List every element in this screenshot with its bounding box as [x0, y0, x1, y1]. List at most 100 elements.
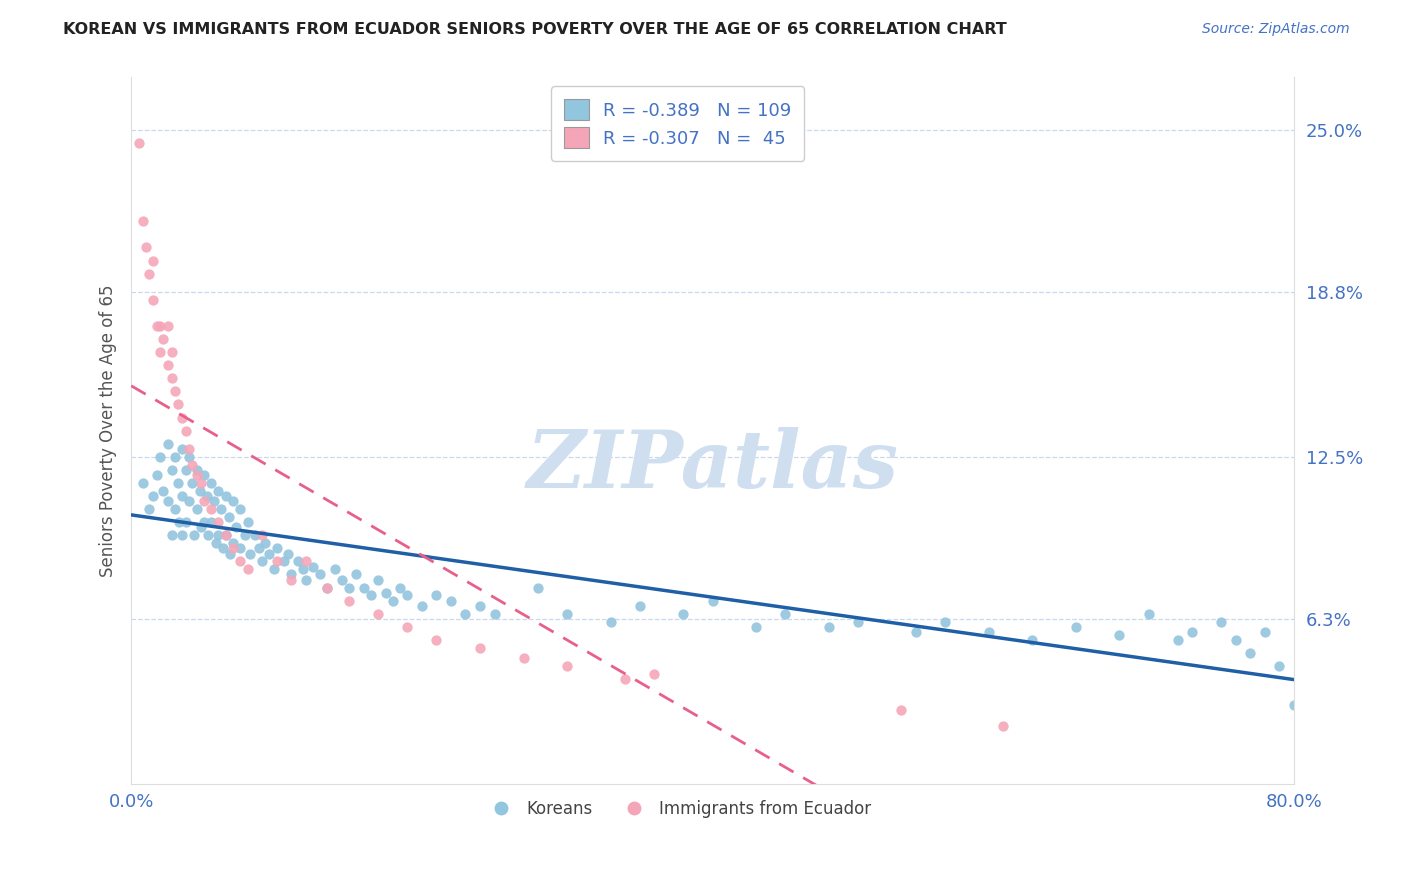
- Point: [207, 515, 229, 529]
- Point: [555, 659, 578, 673]
- Point: [239, 547, 262, 561]
- Point: [128, 136, 150, 150]
- Point: [367, 573, 389, 587]
- Point: [195, 489, 218, 503]
- Point: [1268, 659, 1291, 673]
- Point: [250, 554, 273, 568]
- Point: [186, 502, 208, 516]
- Point: [287, 554, 309, 568]
- Point: [193, 468, 215, 483]
- Point: [236, 562, 259, 576]
- Point: [176, 424, 198, 438]
- Point: [1181, 625, 1204, 640]
- Point: [163, 384, 186, 399]
- Point: [425, 632, 447, 647]
- Point: [215, 528, 238, 542]
- Point: [135, 240, 157, 254]
- Point: [179, 442, 201, 456]
- Point: [316, 581, 339, 595]
- Point: [454, 607, 477, 621]
- Point: [360, 588, 382, 602]
- Point: [207, 483, 229, 498]
- Point: [468, 640, 491, 655]
- Point: [291, 562, 314, 576]
- Point: [1108, 627, 1130, 641]
- Point: [211, 541, 233, 556]
- Point: [425, 588, 447, 602]
- Point: [160, 463, 183, 477]
- Point: [381, 593, 404, 607]
- Point: [263, 562, 285, 576]
- Point: [396, 620, 419, 634]
- Point: [219, 547, 242, 561]
- Point: [527, 581, 550, 595]
- Point: [468, 599, 491, 613]
- Text: Source: ZipAtlas.com: Source: ZipAtlas.com: [1202, 22, 1350, 37]
- Point: [200, 515, 222, 529]
- Point: [1211, 615, 1233, 629]
- Point: [330, 573, 353, 587]
- Point: [183, 528, 205, 542]
- Point: [176, 463, 198, 477]
- Point: [374, 586, 396, 600]
- Point: [222, 494, 245, 508]
- Point: [353, 581, 375, 595]
- Point: [337, 581, 360, 595]
- Point: [163, 450, 186, 464]
- Point: [555, 607, 578, 621]
- Point: [904, 625, 927, 640]
- Text: KOREAN VS IMMIGRANTS FROM ECUADOR SENIORS POVERTY OVER THE AGE OF 65 CORRELATION: KOREAN VS IMMIGRANTS FROM ECUADOR SENIOR…: [63, 22, 1007, 37]
- Point: [1064, 620, 1087, 634]
- Point: [167, 515, 190, 529]
- Point: [204, 536, 226, 550]
- Point: [202, 494, 225, 508]
- Point: [280, 573, 302, 587]
- Point: [142, 489, 165, 503]
- Point: [172, 410, 194, 425]
- Point: [991, 719, 1014, 733]
- Point: [229, 554, 252, 568]
- Point: [132, 475, 155, 490]
- Point: [197, 528, 219, 542]
- Point: [179, 494, 201, 508]
- Point: [160, 345, 183, 359]
- Point: [323, 562, 346, 576]
- Point: [138, 267, 160, 281]
- Point: [302, 559, 325, 574]
- Point: [215, 489, 238, 503]
- Point: [1282, 698, 1305, 713]
- Point: [977, 625, 1000, 640]
- Point: [1137, 607, 1160, 621]
- Point: [218, 509, 240, 524]
- Point: [253, 536, 276, 550]
- Point: [149, 345, 172, 359]
- Point: [745, 620, 768, 634]
- Point: [346, 567, 368, 582]
- Point: [643, 666, 665, 681]
- Point: [337, 593, 360, 607]
- Point: [599, 615, 621, 629]
- Point: [222, 536, 245, 550]
- Point: [233, 528, 256, 542]
- Point: [614, 672, 637, 686]
- Point: [316, 581, 339, 595]
- Point: [190, 520, 212, 534]
- Point: [181, 458, 204, 472]
- Y-axis label: Seniors Poverty Over the Age of 65: Seniors Poverty Over the Age of 65: [100, 285, 117, 577]
- Point: [152, 332, 174, 346]
- Point: [702, 593, 724, 607]
- Point: [294, 573, 316, 587]
- Point: [142, 293, 165, 307]
- Point: [166, 397, 188, 411]
- Point: [672, 607, 695, 621]
- Point: [146, 468, 169, 483]
- Point: [142, 253, 165, 268]
- Point: [280, 567, 302, 582]
- Point: [890, 704, 912, 718]
- Point: [309, 567, 332, 582]
- Point: [190, 475, 212, 490]
- Point: [149, 450, 172, 464]
- Point: [163, 502, 186, 516]
- Point: [156, 494, 179, 508]
- Point: [440, 593, 463, 607]
